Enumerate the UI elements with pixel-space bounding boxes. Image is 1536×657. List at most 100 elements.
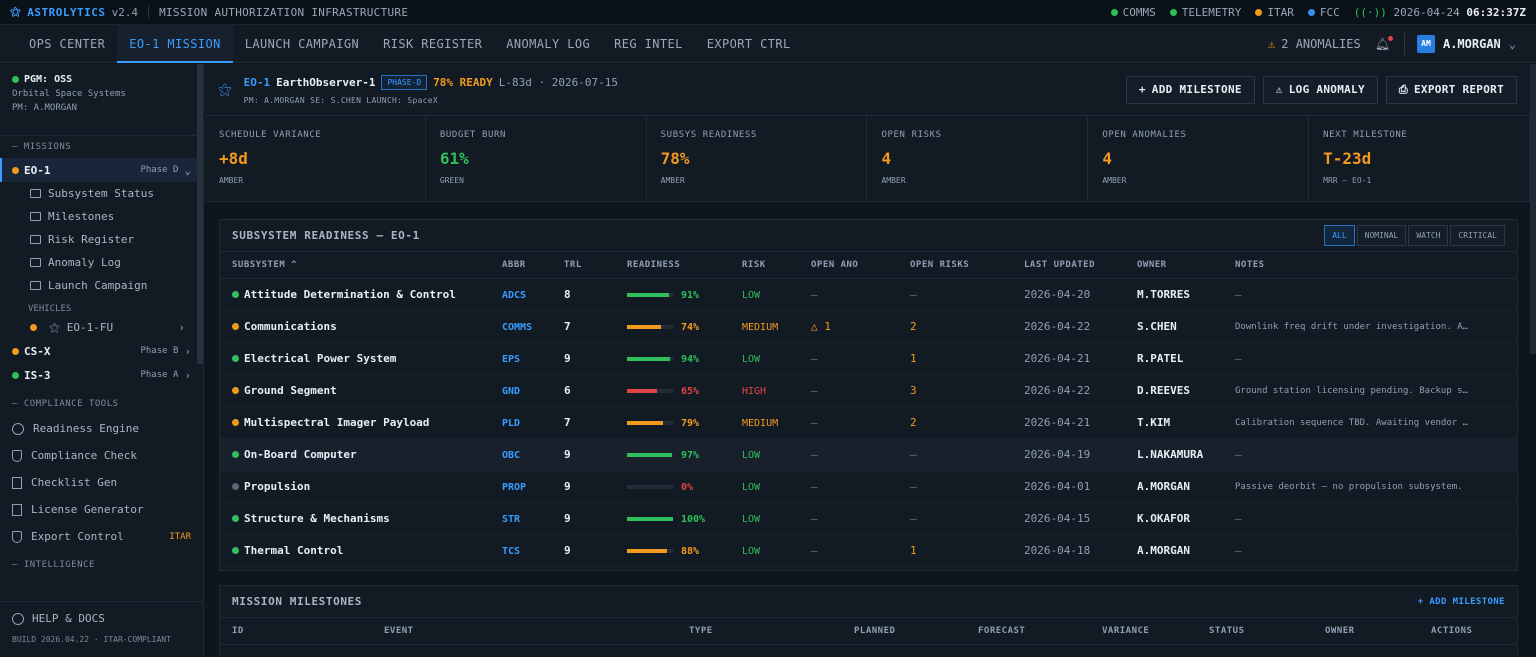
column-header[interactable]: STATUS	[1197, 618, 1313, 645]
tool-license-generator[interactable]: License Generator	[0, 496, 203, 523]
status-dot	[232, 387, 239, 394]
subsystem-abbr: PROP	[502, 481, 527, 493]
tab-ops-center[interactable]: OPS CENTER	[29, 36, 106, 51]
filter-critical[interactable]: CRITICAL	[1450, 225, 1505, 246]
filter-watch[interactable]: WATCH	[1408, 225, 1449, 246]
column-header[interactable]: ACTIONS	[1419, 618, 1517, 645]
risk-level: MEDIUM	[742, 321, 779, 333]
table-row[interactable]: Multispectral Imager Payload PLD 7 79% MEDIU…	[220, 406, 1517, 439]
open-risks: —	[910, 511, 917, 525]
mission-csx[interactable]: CS-X Phase B ›	[0, 339, 203, 363]
tool-export-control[interactable]: Export Control ITAR	[0, 523, 203, 550]
filter-all[interactable]: ALL	[1324, 225, 1355, 246]
table-cell: —	[1223, 438, 1517, 471]
export-report-button[interactable]: ⎙ EXPORT REPORT	[1385, 75, 1517, 104]
last-updated: 2026-04-18	[1024, 543, 1091, 557]
main-scrollbar[interactable]	[1530, 64, 1536, 354]
column-header[interactable]: TRL	[552, 252, 615, 279]
table-cell: 100%	[615, 502, 730, 535]
table-row[interactable]: Propulsion PROP 9 0% LOW — — 2026-04-01 A.MORGAN…	[220, 470, 1517, 503]
table-row[interactable]: Attitude Determination & Control ADCS 8 91%…	[220, 278, 1517, 311]
status-dot	[232, 483, 239, 490]
status-dot	[232, 355, 239, 362]
sidebar-item-anomaly-log[interactable]: Anomaly Log	[0, 251, 203, 274]
column-header[interactable]: SUBSYSTEM ^	[220, 252, 490, 279]
notes: Calibration sequence TBD. Awaiting vendo…	[1235, 417, 1468, 428]
add-milestone-button[interactable]: + ADD MILESTONE	[1125, 75, 1255, 104]
kpi-value: 78%	[660, 149, 690, 168]
column-header[interactable]: RISK	[730, 252, 799, 279]
open-risks: 1	[910, 351, 917, 365]
table-row[interactable]: Communications COMMS 7 74% MEDIUM △ 1 2 2026-04…	[220, 310, 1517, 343]
table-cell: 2	[898, 406, 1012, 439]
table-cell: LOW	[730, 502, 799, 535]
column-header[interactable]: VARIANCE	[1090, 618, 1197, 645]
log-anomaly-button[interactable]: ⚠ LOG ANOMALY	[1262, 75, 1378, 104]
column-header[interactable]: OPEN RISKS	[898, 252, 1012, 279]
column-header[interactable]: PLANNED	[842, 618, 966, 645]
sidebar-item-launch-campaign[interactable]: Launch Campaign	[0, 274, 203, 297]
table-cell: 2026-04-22	[1012, 374, 1125, 407]
column-header[interactable]: OWNER	[1313, 618, 1419, 645]
column-header[interactable]: OPEN ANO	[799, 252, 898, 279]
readiness-value: 65%	[681, 385, 700, 397]
mission-is3[interactable]: IS-3 Phase A ›	[0, 363, 203, 387]
sidebar-scrollbar[interactable]	[197, 64, 203, 364]
brand-logo[interactable]: ⚝ ASTROLYTICS	[10, 5, 106, 19]
readiness-value: 0%	[681, 481, 694, 493]
add-milestone-link[interactable]: + ADD MILESTONE	[1417, 596, 1505, 607]
table-row[interactable]: Thermal Control TCS 9 88% LOW — 1 2026-04-18 A.M…	[220, 534, 1517, 567]
user-menu[interactable]: AM A.MORGAN ⌄	[1403, 32, 1516, 55]
column-header[interactable]: READINESS	[615, 252, 730, 279]
table-row[interactable]: On-Board Computer OBC 9 97% LOW — — 2026-04-19 L…	[220, 438, 1517, 471]
column-header[interactable]: NOTES	[1223, 252, 1517, 279]
bell-icon[interactable]: 🔔︎	[1375, 35, 1393, 51]
tab-risk-register[interactable]: RISK REGISTER	[383, 36, 483, 51]
table-cell: K.OKAFOR	[1125, 502, 1223, 535]
last-updated: 2026-04-15	[1024, 511, 1091, 525]
table-cell: 2026-04-22	[1012, 310, 1125, 343]
warning-icon: ⚠	[1268, 36, 1276, 51]
help-docs-link[interactable]: HELP & DOCS	[12, 612, 192, 625]
tab-anomaly-log[interactable]: ANOMALY LOG	[506, 36, 591, 51]
tool-checklist-gen[interactable]: Checklist Gen	[0, 469, 203, 496]
owner: A.MORGAN	[1137, 543, 1190, 557]
table-row[interactable]: Structure & Mechanisms STR 9 100% LOW — — 2026-…	[220, 502, 1517, 535]
tool-readiness-engine[interactable]: Readiness Engine	[0, 415, 203, 442]
table-row[interactable]: Electrical Power System EPS 9 94% LOW — 1 2026-…	[220, 342, 1517, 375]
readiness-value: 88%	[681, 545, 700, 557]
table-cell: 9	[552, 470, 615, 503]
tool-compliance-check[interactable]: Compliance Check	[0, 442, 203, 469]
column-header[interactable]: ABBR	[490, 252, 552, 279]
column-header[interactable]: OWNER	[1125, 252, 1223, 279]
tab-eo1-mission[interactable]: EO-1 MISSION	[117, 25, 233, 63]
notification-badge	[1387, 35, 1393, 41]
sidebar-item-subsystem-status[interactable]: Subsystem Status	[0, 182, 203, 205]
column-header[interactable]: EVENT	[372, 618, 677, 645]
mission-eo1[interactable]: EO-1 Phase D ⌄	[0, 158, 203, 182]
owner: K.OKAFOR	[1137, 511, 1190, 525]
mission-name: EarthObserver-1	[276, 75, 376, 89]
column-header[interactable]: TYPE	[677, 618, 842, 645]
tab-launch-campaign[interactable]: LAUNCH CAMPAIGN	[244, 36, 360, 51]
warning-icon: ⚠	[1275, 83, 1283, 96]
anomalies-indicator[interactable]: ⚠ 2 ANOMALIES	[1268, 36, 1361, 51]
readiness-bar-fill	[627, 324, 662, 329]
tab-export-ctrl[interactable]: EXPORT CTRL	[706, 36, 791, 51]
column-header[interactable]: FORECAST	[966, 618, 1090, 645]
column-header[interactable]: LAST UPDATED	[1012, 252, 1125, 279]
subsystem-abbr: COMMS	[502, 321, 533, 333]
tab-reg-intel[interactable]: REG INTEL	[614, 36, 683, 51]
sidebar-item-milestones[interactable]: Milestones	[0, 205, 203, 228]
shield-icon	[12, 449, 22, 462]
vehicle-eo1-fu[interactable]: ⚝ EO-1-FU ›	[0, 316, 203, 339]
open-risks: 2	[910, 319, 917, 333]
printer-icon: ⎙	[1398, 82, 1408, 96]
readiness-bar-fill	[627, 452, 672, 457]
column-header[interactable]: ID	[220, 618, 372, 645]
last-updated: 2026-04-20	[1024, 287, 1091, 301]
kpi-label: SCHEDULE VARIANCE	[219, 130, 322, 140]
filter-nominal[interactable]: NOMINAL	[1356, 225, 1407, 246]
table-row[interactable]: Ground Segment GND 6 65% HIGH — 3 2026-04-22 D.R…	[220, 374, 1517, 407]
sidebar-item-risk-register[interactable]: Risk Register	[0, 228, 203, 251]
